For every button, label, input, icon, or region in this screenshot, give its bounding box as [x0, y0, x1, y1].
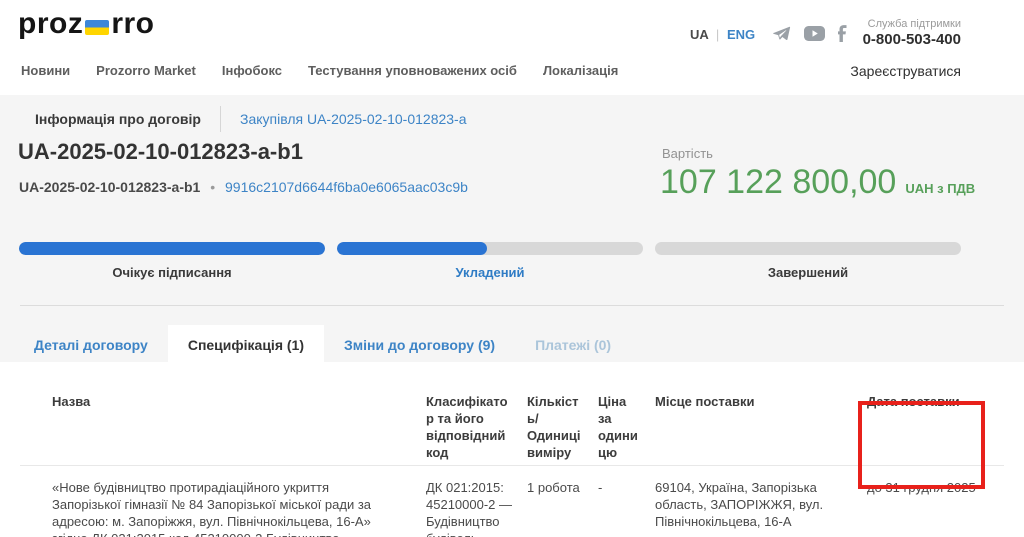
support-phone[interactable]: 0-800-503-400 [862, 31, 961, 48]
status-progress: Очікує підписання Укладений Завершений [19, 242, 961, 280]
youtube-icon[interactable] [804, 26, 825, 41]
tab-contract-changes[interactable]: Зміни до договору (9) [344, 337, 496, 353]
col-header-unit-price: Ціна за одиницю [598, 362, 655, 466]
support-block: Служба підтримки 0-800-503-400 [863, 18, 961, 48]
register-link[interactable]: Зареєструватися [850, 63, 961, 79]
progress-track [19, 242, 325, 255]
tab-specification[interactable]: Специфікація (1) [167, 325, 324, 362]
breadcrumb-current: Інформація про договір [35, 111, 201, 127]
facebook-icon[interactable] [838, 25, 847, 42]
row-cell-delivery-date: до 31 грудня 2025 [867, 480, 976, 495]
nav-item-testing[interactable]: Тестування уповноважених осіб [308, 63, 517, 78]
value-currency: UAH з ПДВ [905, 181, 976, 196]
prozorro-logo[interactable]: proz rro [18, 7, 155, 41]
contract-tabs: Деталі договору Специфікація (1) Зміни д… [14, 325, 631, 362]
progress-fill [337, 242, 487, 255]
section-divider [20, 305, 1004, 306]
support-label: Служба підтримки [867, 18, 961, 30]
progress-track [655, 242, 961, 255]
contract-id: UA-2025-02-10-012823-a-b1 [19, 179, 201, 195]
language-switcher: UA | ENG [690, 27, 755, 42]
col-header-delivery-date: Дата поставки [867, 362, 1004, 466]
social-links [772, 24, 847, 43]
breadcrumb: Інформація про договір Закупівля UA-2025… [35, 106, 467, 132]
logo-text-post: rro [111, 7, 155, 40]
contract-value-block: Вартість 107 122 800,00 UAH з ПДВ [660, 146, 975, 202]
stage-label: Укладений [455, 265, 525, 280]
row-cell-unit-price: - [598, 480, 603, 495]
progress-track [337, 242, 643, 255]
row-cell-classifier: ДК 021:2015: 45210000-2 — Будівництво бу… [426, 480, 513, 537]
tab-payments: Платежі (0) [535, 337, 612, 353]
breadcrumb-divider [219, 106, 221, 132]
value-amount: 107 122 800,00 [660, 163, 897, 201]
contract-hero-section: Інформація про договір Закупівля UA-2025… [0, 95, 1024, 362]
nav-item-localization[interactable]: Локалізація [542, 63, 619, 78]
progress-fill [19, 242, 325, 255]
id-separator: • [210, 179, 216, 195]
breadcrumb-tender-link[interactable]: Закупівля UA-2025-02-10-012823-a [239, 111, 467, 127]
row-cell-name: «Нове будівництво протирадіаційного укри… [52, 480, 372, 537]
stage-completed: Завершений [655, 242, 961, 280]
nav-item-infobox[interactable]: Інфобокс [221, 63, 283, 78]
lang-ua[interactable]: UA [690, 27, 709, 42]
telegram-icon[interactable] [772, 24, 791, 43]
stage-awaiting-signature: Очікує підписання [19, 242, 325, 280]
ukraine-flag-icon [85, 19, 110, 35]
tab-contract-details[interactable]: Деталі договору [34, 337, 148, 353]
col-header-delivery-place: Місце поставки [655, 362, 867, 466]
lang-divider: | [715, 27, 720, 42]
row-cell-delivery-place: 69104, Україна, Запорізька область, ЗАПО… [655, 480, 824, 529]
row-cell-quantity: 1 робота [527, 480, 580, 495]
col-header-classifier: Класифікатор та його відповідний код [426, 362, 527, 466]
nav-item-news[interactable]: Новини [21, 63, 71, 78]
specification-content: Назва Класифікатор та його відповідний к… [0, 362, 1024, 537]
site-header: proz rro UA | ENG Служба підтримки 0-800… [0, 0, 1024, 95]
contract-id-row: UA-2025-02-10-012823-a-b1 • 9916c2107d66… [19, 179, 468, 195]
stage-label: Завершений [767, 265, 849, 280]
col-header-quantity: Кількість/​Одиниці виміру [527, 362, 598, 466]
value-label: Вартість [662, 146, 713, 161]
logo-text-pre: proz [18, 7, 84, 40]
main-nav: Новини Prozorro Market Інфобокс Тестуван… [21, 63, 618, 78]
stage-concluded: Укладений [337, 242, 643, 280]
stage-label: Очікує підписання [112, 265, 232, 280]
lang-eng[interactable]: ENG [726, 27, 756, 42]
nav-item-prozorro-market[interactable]: Prozorro Market [96, 63, 196, 78]
col-header-name: Назва [20, 362, 426, 466]
contract-hash-link[interactable]: 9916c2107d6644f6ba0e6065aac03c9b [225, 179, 468, 195]
page-title: UA-2025-02-10-012823-a-b1 [18, 139, 303, 164]
specification-table: Назва Класифікатор та його відповідний к… [20, 362, 1004, 537]
